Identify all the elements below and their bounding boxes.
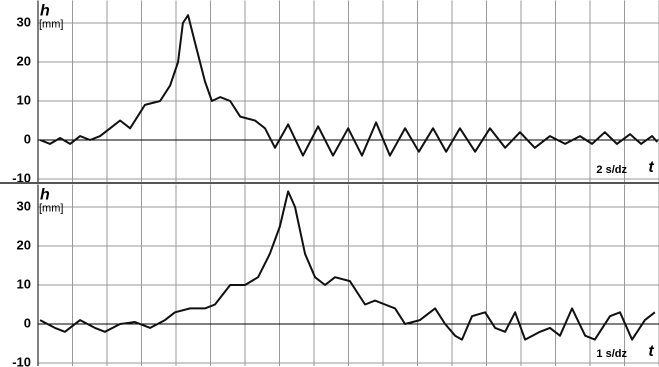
y-tick-label: 10: [17, 92, 31, 107]
y-axis-label: h: [40, 187, 50, 204]
y-axis-label: h: [40, 3, 50, 20]
line: [39, 14, 659, 157]
y-tick-label: -10: [12, 170, 31, 185]
y-tick-label: 30: [17, 14, 31, 29]
annotation: 1 s/dz: [596, 348, 627, 360]
y-axis-unit: [mm]: [39, 202, 63, 214]
line: [39, 190, 656, 341]
y-axis-unit: [mm]: [39, 18, 63, 30]
annotation: 2 s/dz: [596, 164, 627, 176]
y-tick-label: 10: [17, 276, 31, 291]
y-tick-label: 0: [24, 315, 31, 330]
x-axis-label: t: [648, 159, 654, 176]
y-tick-label: 30: [17, 198, 31, 213]
y-tick-label: 0: [24, 131, 31, 146]
y-tick-label: -10: [12, 354, 31, 367]
y-tick-label: 20: [17, 237, 31, 252]
x-axis-label: t: [648, 343, 654, 360]
y-tick-label: 20: [17, 53, 31, 68]
